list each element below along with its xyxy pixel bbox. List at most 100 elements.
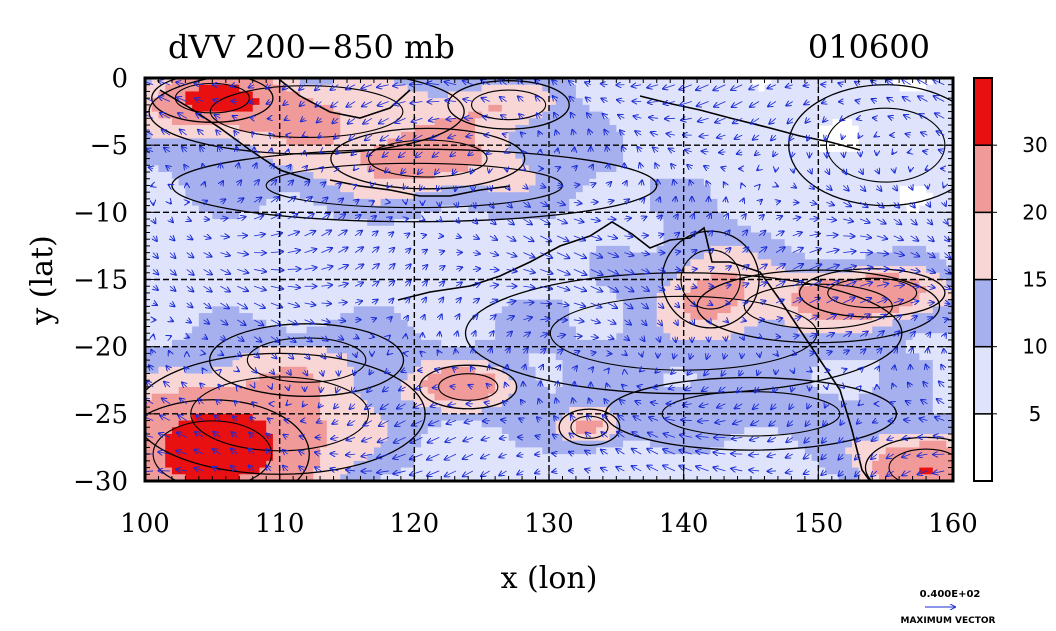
field-cell [798,98,806,106]
field-cell [353,306,362,314]
field-cell [690,219,698,227]
field-cell [683,286,691,294]
field-cell [259,245,267,254]
field-cell [737,279,745,287]
field-cell [946,178,953,187]
field-cell [885,212,893,220]
field-cell [421,91,429,99]
field-cell [542,138,550,146]
field-cell [737,185,745,193]
field-cell [454,192,463,200]
field-cell [690,185,698,193]
field-cell [643,138,651,146]
field-cell [252,84,261,93]
field-cell [764,219,772,227]
field-cell [697,151,705,160]
field-cell [333,339,341,348]
field-cell [145,78,153,86]
field-cell [205,172,213,180]
field-cell [831,292,840,301]
field-cell [771,245,779,254]
field-cell [926,225,934,234]
field-cell [569,292,577,301]
field-cell [246,118,254,126]
field-cell [468,333,476,341]
field-cell [454,252,463,260]
field-cell [771,84,779,93]
field-cell [865,299,873,307]
field-cell [373,333,382,341]
field-cell [299,346,308,354]
field-cell [757,104,766,113]
field-cell [192,232,200,240]
field-cell [905,158,914,166]
field-cell [730,104,739,113]
field-cell [852,178,860,187]
field-cell [252,259,261,267]
field-cell [838,279,846,287]
field-cell [171,104,180,113]
field-cell [643,259,651,267]
field-cell [313,212,321,220]
field-cell [670,225,678,234]
field-cell [609,84,617,93]
field-cell [656,131,665,140]
field-cell [623,259,631,267]
field-cell [764,252,772,260]
field-cell [535,306,543,314]
field-cell [306,232,314,240]
field-cell [313,111,321,119]
field-cell [569,306,577,314]
field-cell [589,219,597,227]
field-cell [683,306,691,314]
field-cell [562,91,570,99]
field-cell [434,292,442,301]
field-cell [259,346,267,354]
field-cell [670,279,678,287]
field-cell [629,279,638,287]
field-cell [932,326,941,334]
field-cell [744,185,752,193]
field-cell [717,104,725,113]
field-cell [326,272,335,281]
field-cell [555,245,564,254]
field-cell [192,259,200,267]
field-cell [771,313,779,321]
field-cell [730,172,739,180]
field-cell [252,158,261,166]
field-cell [878,98,887,106]
field-cell [885,239,893,247]
field-cell [575,91,584,99]
field-cell [724,346,732,354]
field-cell [326,185,335,193]
field-cell [784,333,792,341]
field-cell [939,313,947,321]
field-cell [798,205,806,213]
field-cell [650,339,658,348]
field-cell [703,138,712,146]
field-cell [562,279,570,287]
field-cell [495,118,503,126]
field-cell [710,145,718,153]
field-cell [596,192,604,200]
field-cell [582,185,590,193]
field-cell [542,353,550,361]
field-cell [717,299,725,307]
field-cell [811,299,819,307]
field-cell [616,104,624,113]
field-cell [683,266,691,274]
field-cell [535,266,543,274]
field-cell [441,333,449,341]
field-cell [798,151,806,160]
field-cell [791,279,799,287]
field-cell [427,353,436,361]
field-cell [434,326,442,334]
field-cell [474,78,483,86]
field-cell [515,232,523,240]
field-cell [575,279,584,287]
field-cell [414,205,422,213]
field-cell [905,151,914,160]
field-cell [703,326,712,334]
field-cell [145,333,153,341]
field-cell [629,225,638,234]
